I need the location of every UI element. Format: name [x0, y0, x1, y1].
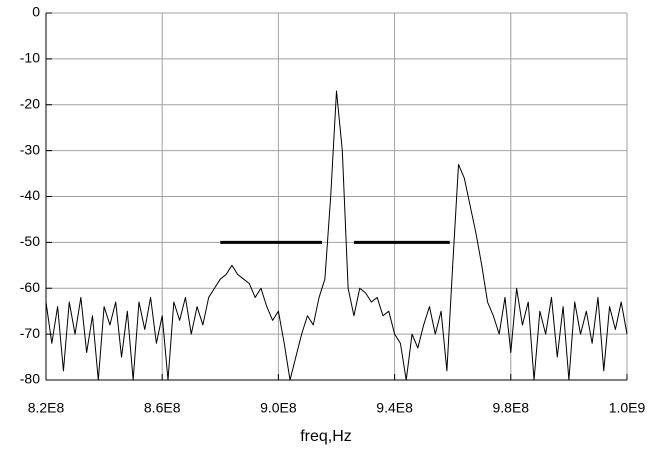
x-axis-label: freq,Hz	[300, 428, 352, 445]
y-tick-label: -20	[20, 95, 40, 111]
y-tick-label: -50	[20, 233, 40, 249]
y-tick-label: -60	[20, 279, 40, 295]
y-tick-label: -10	[20, 50, 40, 66]
x-tick-label: 1.0E9	[609, 400, 646, 416]
x-tick-label: 8.2E8	[28, 400, 65, 416]
x-tick-label: 9.4E8	[376, 400, 413, 416]
y-tick-label: -70	[20, 325, 40, 341]
y-tick-label: -80	[20, 371, 40, 387]
series-line	[45, 90, 628, 381]
y-tick-label: -30	[20, 141, 40, 157]
x-tick-label: 9.0E8	[260, 400, 297, 416]
y-tick-label: -40	[20, 187, 40, 203]
x-tick-label: 8.6E8	[144, 400, 181, 416]
x-tick-label: 9.8E8	[493, 400, 530, 416]
y-tick-label: 0	[32, 4, 40, 20]
